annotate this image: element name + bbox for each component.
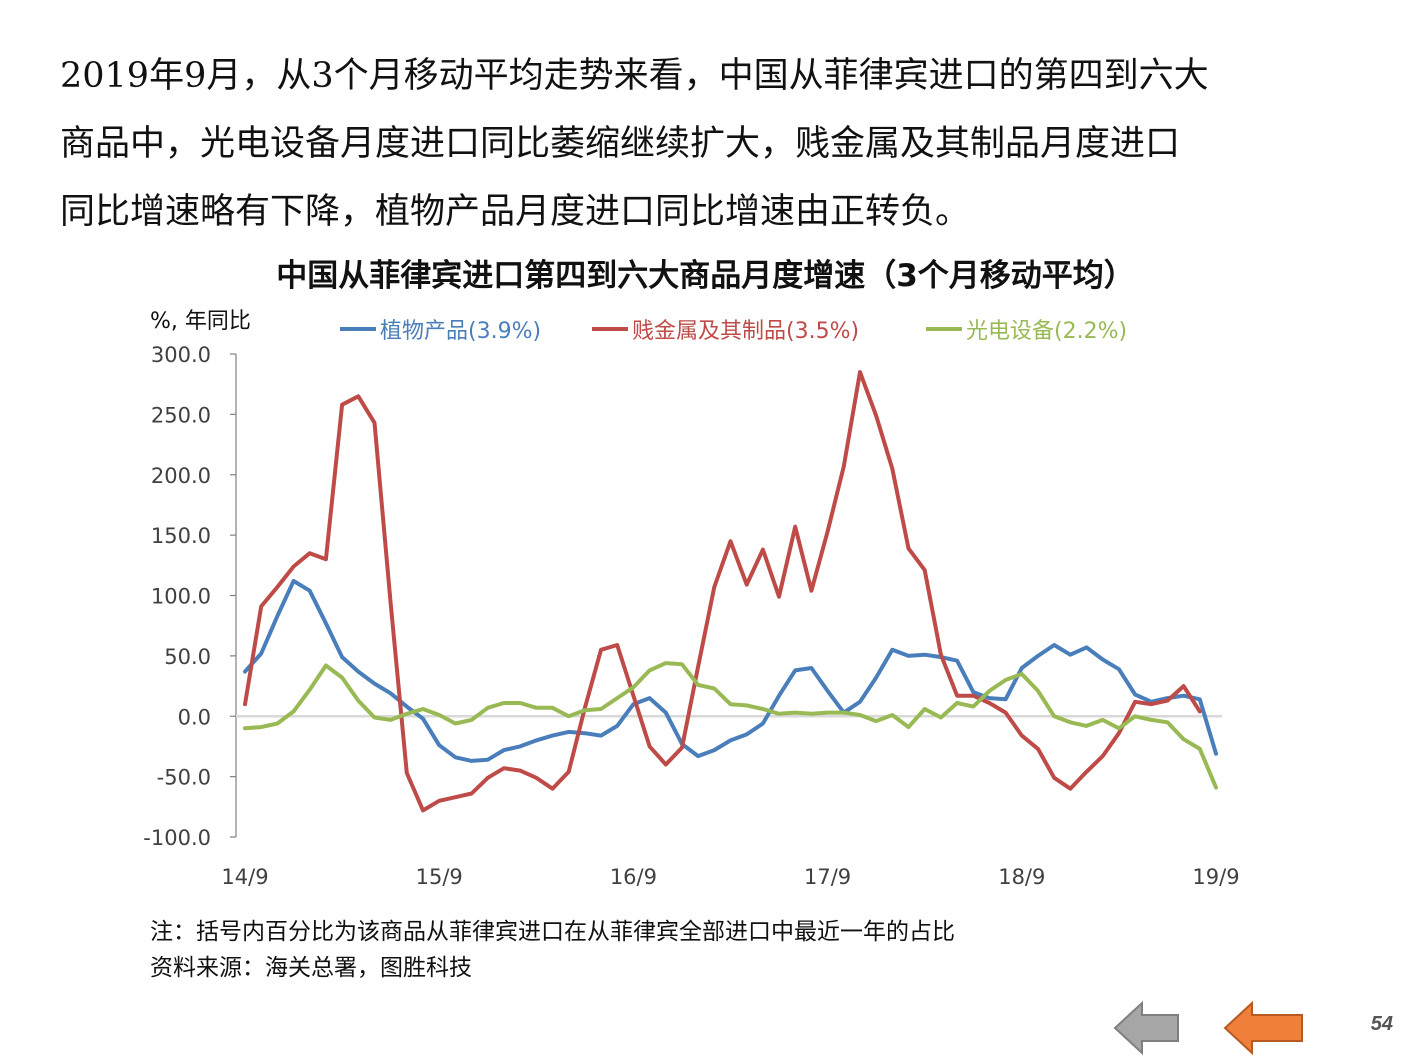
x-tick-label: 17/9: [804, 865, 851, 889]
intro-text: 2019年9月，从3个月移动平均走势来看，中国从菲律宾进口的第四到六大 商品中，…: [60, 42, 1360, 246]
chart-title: 中国从菲律宾进口第四到六大商品月度增速（3个月移动平均）: [276, 258, 1135, 294]
intro-line-1: 2019年9月，从3个月移动平均走势来看，中国从菲律宾进口的第四到六大: [60, 56, 1209, 96]
y-axis-label: %, 年同比: [150, 309, 251, 334]
legend-label: 光电设备(2.2%): [966, 319, 1127, 344]
intro-line-3: 同比增速略有下降，植物产品月度进口同比增速由正转负。: [60, 192, 971, 232]
chart-notes: 注：括号内百分比为该商品从菲律宾进口在从菲律宾全部进口中最近一年的占比 资料来源…: [150, 914, 955, 986]
back-button[interactable]: [1112, 1000, 1182, 1056]
y-tick-label: 250.0: [151, 403, 211, 427]
series-line-3: [243, 661, 1218, 790]
x-tick-label: 16/9: [610, 865, 657, 889]
y-tick-label: 100.0: [151, 585, 211, 609]
series-line-1: [243, 579, 1218, 763]
intro-line-2: 商品中，光电设备月度进口同比萎缩继续扩大，贱金属及其制品月度进口: [60, 124, 1181, 164]
previous-button[interactable]: [1222, 1000, 1306, 1056]
note-text: 注：括号内百分比为该商品从菲律宾进口在从菲律宾全部进口中最近一年的占比: [150, 919, 955, 945]
x-tick-label: 15/9: [416, 865, 463, 889]
y-tick-label: -50.0: [157, 766, 211, 790]
x-tick-label: 19/9: [1192, 865, 1239, 889]
y-tick-label: 50.0: [164, 645, 211, 669]
arrow-left-orange-icon: [1223, 1000, 1303, 1056]
line-chart: 300.0 250.0 200.0 150.0 100.0 50.0 0.0 -50.0 -10…: [143, 309, 1239, 889]
legend-label: 植物产品(3.9%): [380, 319, 541, 344]
x-tick-label: 18/9: [998, 865, 1045, 889]
arrow-left-gray-icon: [1113, 1000, 1179, 1056]
y-tick-label: 300.0: [151, 343, 211, 367]
series-line-2: [243, 370, 1202, 813]
y-tick-label: 0.0: [178, 705, 211, 729]
y-tick-label: 200.0: [151, 464, 211, 488]
source-text: 资料来源：海关总署，图胜科技: [150, 955, 472, 981]
y-tick-label: 150.0: [151, 524, 211, 548]
x-tick-label: 14/9: [221, 865, 268, 889]
y-tick-label: -100.0: [143, 826, 211, 850]
page-number: 54: [1370, 1013, 1393, 1035]
legend-label: 贱金属及其制品(3.5%): [632, 319, 859, 344]
